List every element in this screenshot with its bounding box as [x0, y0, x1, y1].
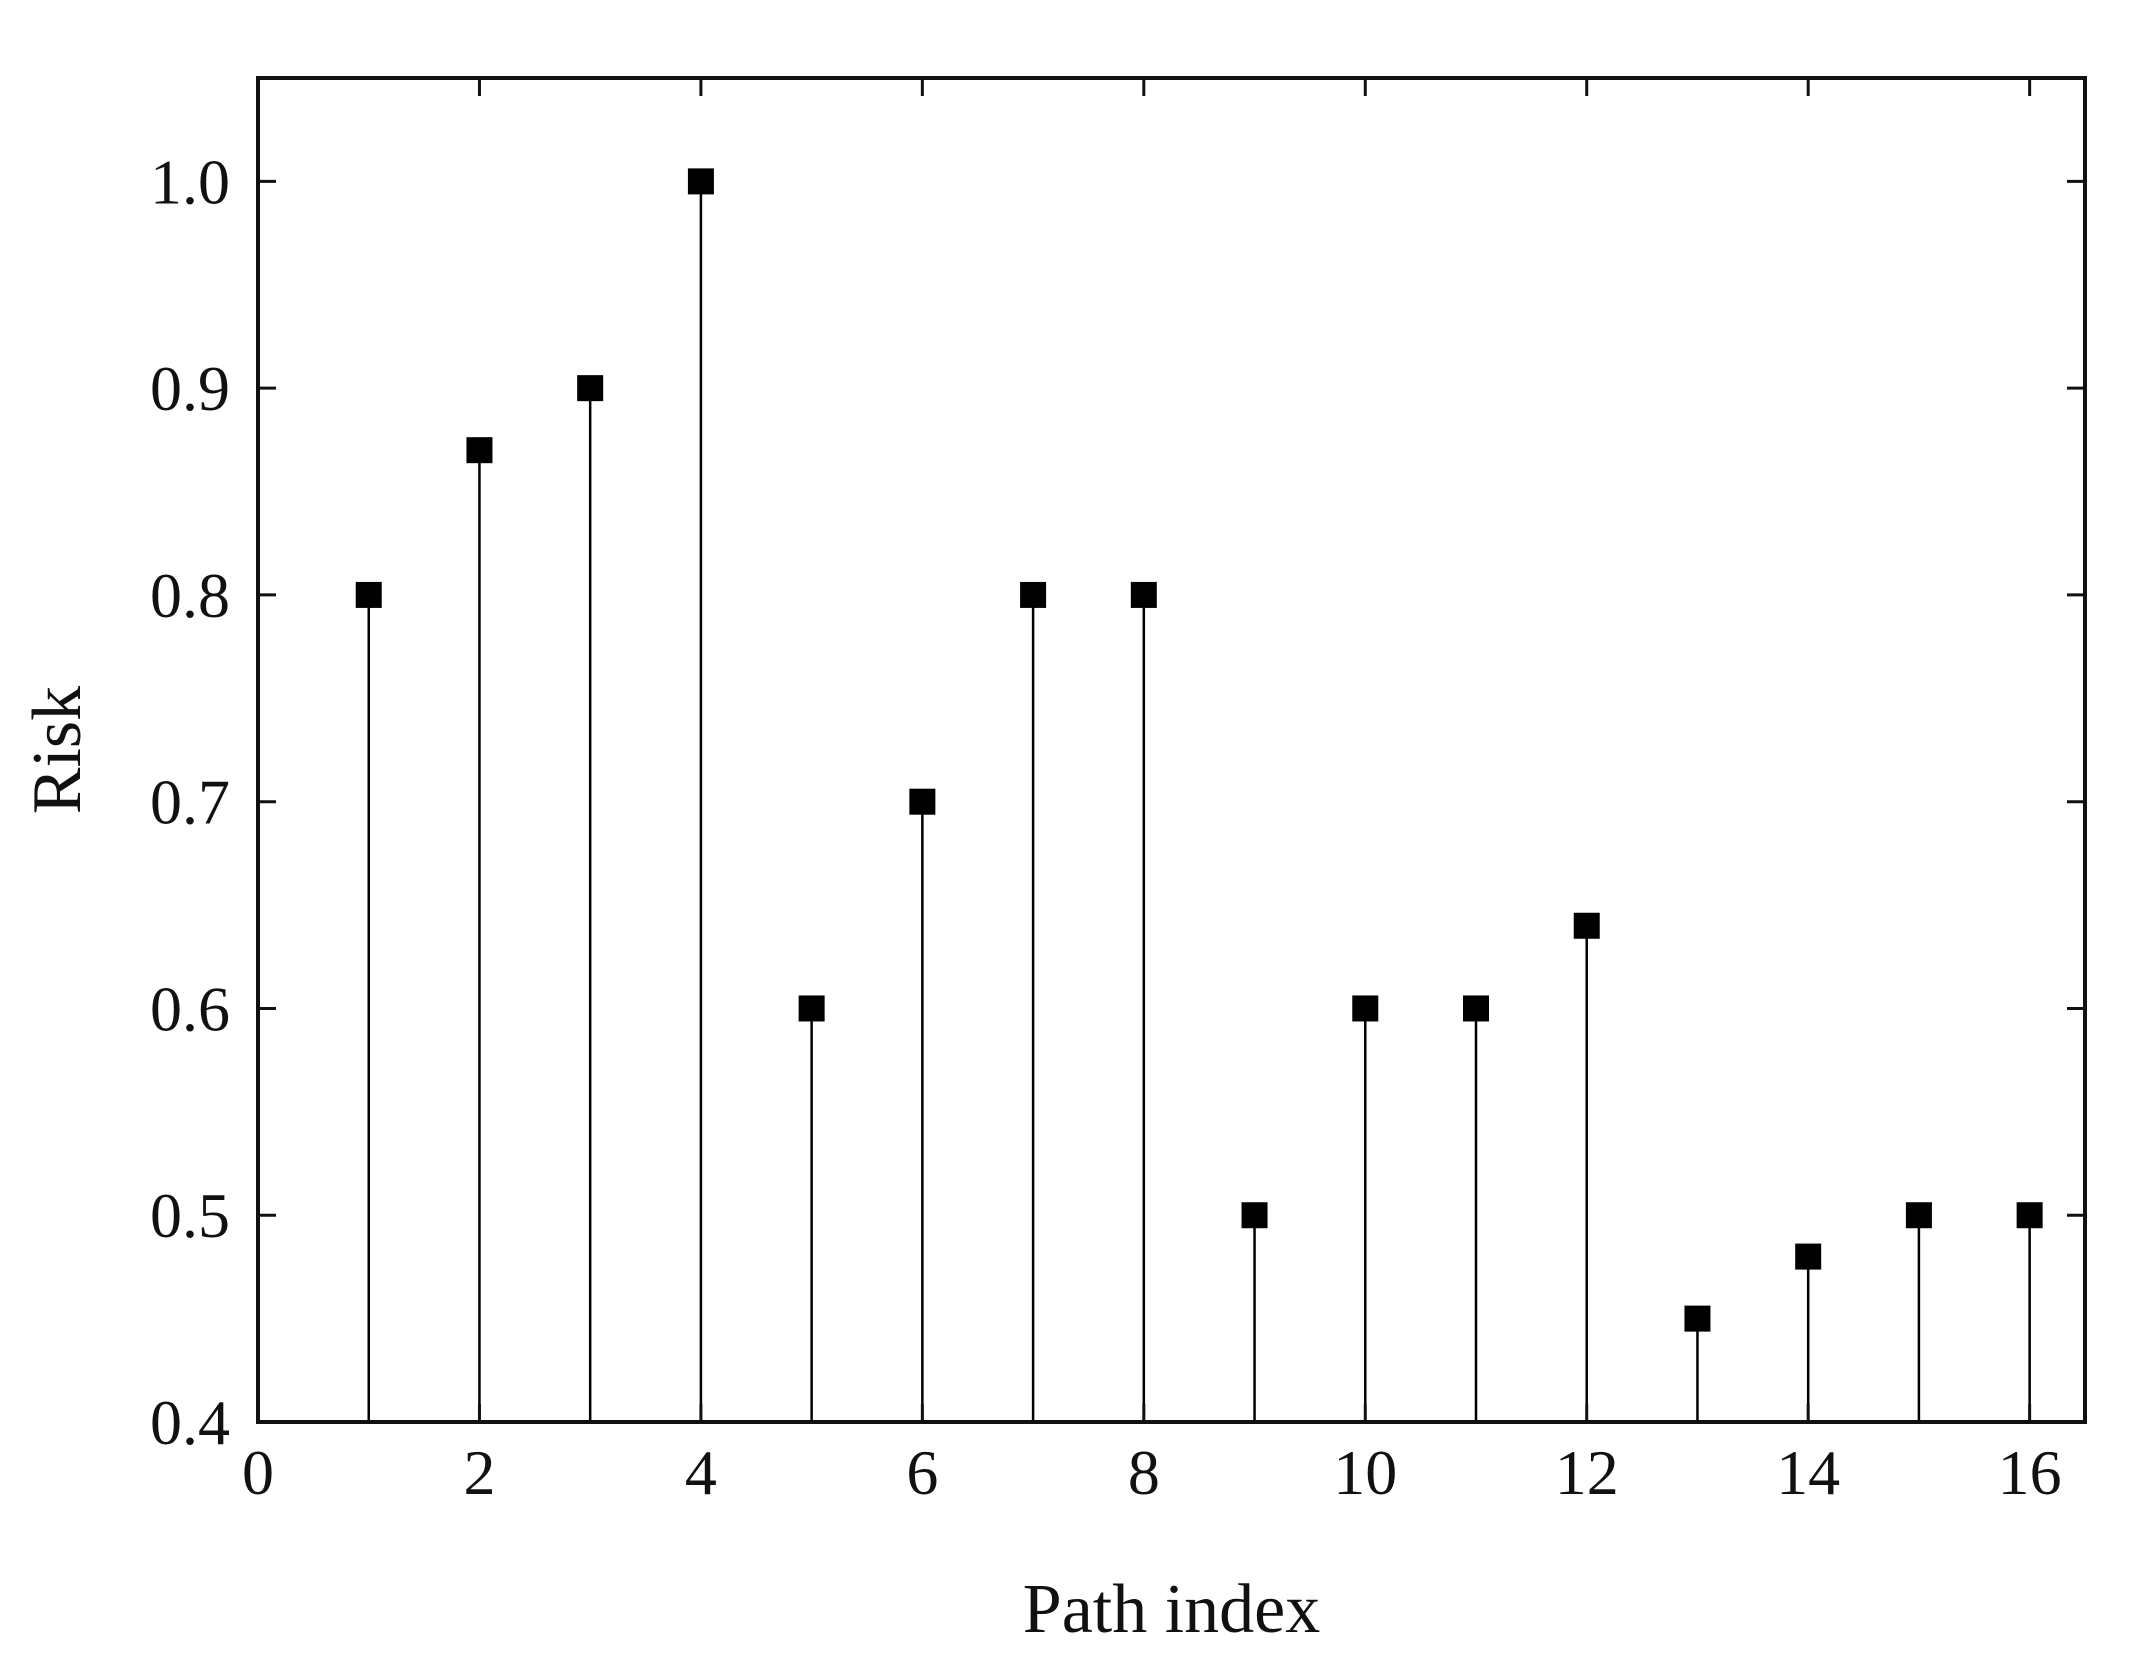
y-tick-labels: 0.4 0.5 0.6 0.7 0.8 0.9 1.0 — [150, 146, 230, 1458]
y-tick-label: 0.4 — [150, 1387, 230, 1458]
x-tick-label: 0 — [242, 1437, 274, 1508]
axis-ticks — [256, 78, 2085, 1424]
x-tick-label: 16 — [1998, 1437, 2062, 1508]
x-axis-title: Path index — [1023, 1571, 1320, 1648]
x-tick-label: 10 — [1333, 1437, 1397, 1508]
x-tick-label: 14 — [1776, 1437, 1840, 1508]
x-tick-labels: 0 2 4 6 8 10 12 14 16 — [242, 1437, 2062, 1508]
data-markers — [355, 168, 2043, 1332]
data-point-marker — [2016, 1202, 2043, 1229]
data-point-marker — [1684, 1305, 1711, 1332]
data-point-marker — [1795, 1243, 1822, 1270]
y-tick-label: 1.0 — [150, 146, 230, 217]
x-tick-label: 4 — [685, 1437, 717, 1508]
data-point-marker — [1905, 1202, 1932, 1229]
stem-lines — [367, 181, 2031, 1422]
data-point-marker — [1352, 995, 1379, 1022]
data-point-marker — [1020, 581, 1047, 608]
y-axis-title: Risk — [19, 686, 96, 814]
data-point-marker — [1241, 1202, 1268, 1229]
x-tick-label: 12 — [1555, 1437, 1619, 1508]
x-tick-label: 2 — [463, 1437, 495, 1508]
data-point-marker — [466, 437, 493, 464]
plot-frame — [256, 76, 2087, 1424]
data-point-marker — [577, 375, 604, 402]
y-tick-label: 0.9 — [150, 353, 230, 424]
data-point-marker — [1130, 581, 1157, 608]
data-point-marker — [687, 168, 714, 195]
y-tick-label: 0.8 — [150, 560, 230, 631]
data-point-marker — [355, 581, 382, 608]
x-tick-label: 6 — [906, 1437, 938, 1508]
x-tick-label: 8 — [1128, 1437, 1160, 1508]
data-point-marker — [909, 788, 936, 815]
y-tick-label: 0.7 — [150, 767, 230, 838]
y-tick-label: 0.5 — [150, 1180, 230, 1251]
data-point-marker — [798, 995, 825, 1022]
data-point-marker — [1573, 912, 1600, 939]
data-point-marker — [1463, 995, 1489, 1022]
y-tick-label: 0.6 — [150, 973, 230, 1044]
